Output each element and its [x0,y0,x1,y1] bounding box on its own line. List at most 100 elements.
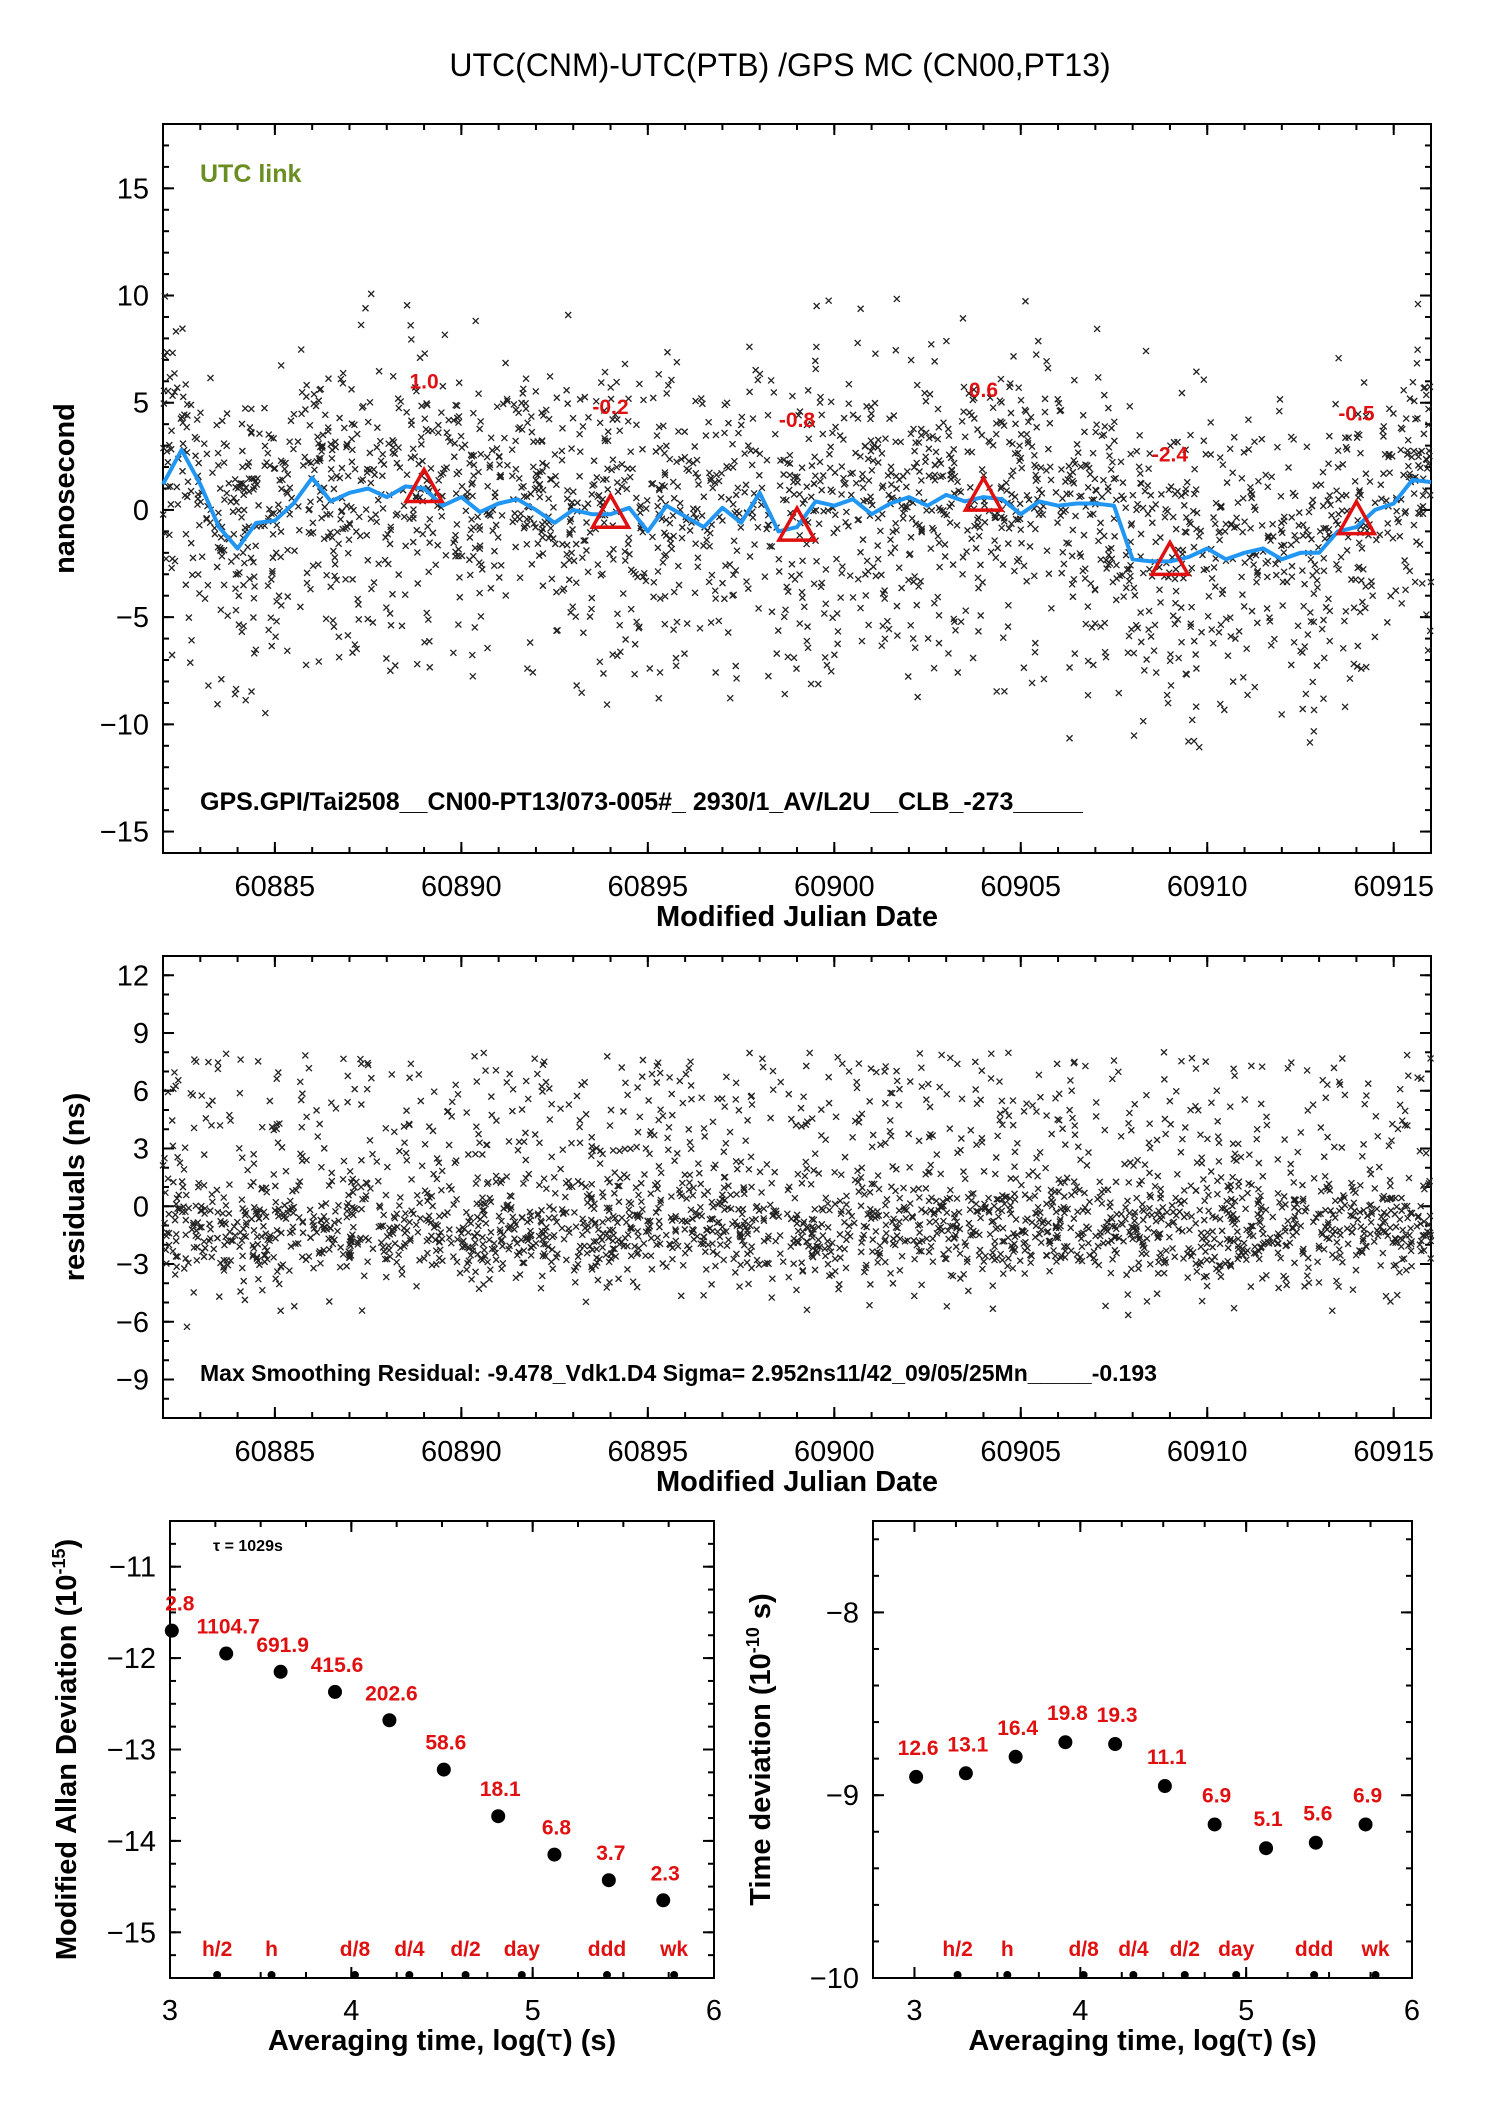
scatter-point [519,385,527,393]
scatter-point [994,1224,1002,1231]
scatter-point [849,1133,857,1141]
scatter-point [1414,346,1422,354]
scatter-point [266,462,274,470]
scatter-point [930,664,938,672]
scatter-point [356,532,364,540]
scatter-point [592,1219,599,1227]
scatter-point [895,1207,903,1214]
scatter-point [1326,492,1334,499]
scatter-point [677,1292,685,1300]
scatter-point [1207,418,1215,426]
scatter-point [1424,646,1432,654]
scatter-point [1160,1075,1168,1083]
scatter-point [409,538,417,546]
scatter-point [1022,1217,1029,1225]
scatter-point [836,1244,843,1252]
scatter-point [1065,462,1073,470]
scatter-point [824,1200,832,1208]
scatter-point [729,571,737,579]
scatter-point [401,1139,409,1147]
scatter-point [551,540,559,548]
scatter-point [516,1271,524,1279]
scatter-point [1032,463,1040,471]
scatter-point [1356,608,1364,616]
scatter-point [566,528,574,536]
scatter-point [673,358,681,366]
scatter-point [611,1169,619,1177]
scatter-point [1092,1098,1100,1106]
scatter-point [336,1263,344,1271]
scatter-point [173,483,181,491]
scatter-point [655,486,663,494]
scatter-point [494,533,502,541]
scatter-point [1192,1102,1199,1110]
scatter-point [822,1252,829,1260]
scatter-point [661,471,669,479]
scatter-point [261,404,268,412]
scatter-point [337,515,345,523]
scatter-point [382,655,390,662]
scatter-point [906,550,914,558]
scatter-point [663,389,671,397]
smoothed-line [161,447,1432,564]
scatter-point [331,560,339,568]
scatter-point [1327,501,1334,509]
scatter-point [161,352,169,360]
scatter-point [905,1130,913,1138]
scatter-point [834,1053,842,1061]
scatter-point [239,1252,247,1260]
scatter-point [1074,1208,1082,1216]
scatter-point [547,524,555,532]
scatter-point [733,674,741,682]
scatter-point [1280,568,1288,576]
scatter-point [1011,1148,1019,1156]
scatter-point [539,525,547,533]
scatter-point [1351,477,1359,485]
scatter-point [572,1223,580,1231]
scatter-point [466,534,474,541]
scatter-point [974,627,982,635]
scatter-point [1353,663,1361,670]
scatter-point [298,1253,306,1261]
scatter-point [366,398,374,406]
scatter-point [803,1238,811,1246]
scatter-point [746,388,754,396]
scatter-point [1333,1277,1340,1285]
scatter-point [327,474,335,482]
scatter-point [609,1237,617,1245]
scatter-point [806,1049,814,1057]
scatter-point [614,1182,622,1190]
scatter-point [508,446,516,454]
scatter-point [1086,511,1094,519]
scatter-point [346,1167,354,1175]
scatter-point [1394,515,1401,523]
scatter-point [1362,1242,1370,1250]
scatter-point [1383,618,1391,626]
scatter-point [488,446,496,454]
scatter-point [838,1060,846,1068]
scatter-point [822,1194,830,1202]
scatter-point [950,615,958,623]
scatter-point [667,1213,675,1221]
scatter-point [867,1065,875,1073]
scatter-point [1106,452,1113,460]
scatter-point [1111,1222,1119,1230]
scatter-point [626,1212,634,1220]
scatter-point [655,484,663,492]
scatter-point [1178,638,1186,646]
scatter-point [636,503,644,511]
scatter-point [685,1064,693,1072]
scatter-point [1189,507,1197,515]
scatter-point [400,1123,408,1130]
scatter-point [1253,1135,1261,1143]
scatter-point [395,1202,403,1209]
scatter-point [357,477,365,485]
scatter-point [924,1080,932,1088]
scatter-point [1341,1091,1349,1099]
scatter-point [1059,1125,1067,1133]
scatter-point [1125,1179,1133,1186]
scatter-point [179,325,186,333]
scatter-point [649,394,657,402]
scatter-point [240,491,248,499]
scatter-point [434,421,442,429]
